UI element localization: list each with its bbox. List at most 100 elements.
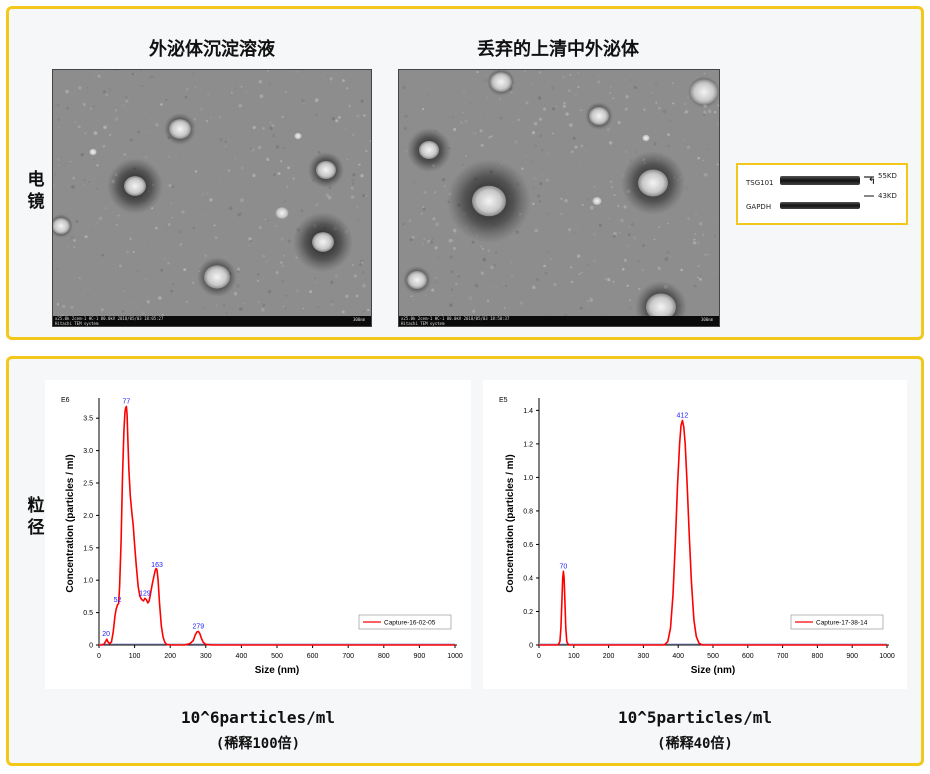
peak-label: 52 [114, 597, 122, 604]
x-tick-label: 200 [603, 653, 615, 660]
x-tick-label: 1000 [447, 653, 463, 660]
x-tick-label: 700 [777, 653, 789, 660]
y-tick-label: 1.2 [523, 441, 533, 448]
tem-vesicle [638, 169, 668, 197]
wb-marker-55-label: 55KD [878, 172, 897, 180]
legend-box [790, 614, 884, 630]
y-tick-label: 3.0 [83, 448, 93, 455]
peak-label: 77 [123, 399, 131, 406]
x-tick-label: 100 [129, 653, 141, 660]
nta-chart-right-box: 0 100 200 300 400 500 600 700 800 900 1000 0 0.2 0.4 0… [483, 380, 907, 689]
peak-label: 163 [151, 562, 163, 569]
x-tick-label: 600 [307, 653, 319, 660]
x-tick-label: 100 [568, 653, 580, 660]
tem-vesicle [472, 185, 506, 217]
right-image-title: 丢弃的上清中外泌体 [477, 39, 639, 60]
wb-label-tsg101: TSG101 [746, 179, 774, 187]
tem-vesicle [169, 119, 191, 139]
y-tick-label: 1.0 [83, 578, 93, 585]
left-dilution-caption: (稀释100倍) [215, 736, 301, 752]
x-tick-label: 500 [271, 653, 283, 660]
y-tick-label: 0 [89, 643, 93, 650]
tem-vesicle [89, 148, 97, 156]
tem-footer-text: x25.0k 2cem-1 HC-1 80.0kV 2018/05/03 18:… [401, 316, 510, 321]
tem-vesicle [589, 107, 609, 125]
peak-label: 279 [192, 623, 204, 630]
y-tick-label: 3.5 [83, 416, 93, 423]
tem-vesicle [407, 271, 427, 289]
tem-vesicle [294, 132, 302, 140]
size-section-label: 粒径 [27, 496, 45, 538]
particle-size-panel: 粒径 0 100 200 300 400 500 600 700 800 900 1000 0 0.5 1… [6, 356, 924, 766]
y-tick-label: 0.5 [83, 610, 93, 617]
peak-label: 20 [102, 631, 110, 638]
y-axis-label: Concentration (particles / ml) [65, 454, 76, 592]
tem-vesicle [124, 176, 146, 196]
peak-label: 70 [559, 563, 567, 570]
x-tick-label: 200 [164, 653, 176, 660]
y-tick-label: 1.5 [83, 545, 93, 552]
electron-microscopy-panel: 电镜 外泌体沉淀溶液 丢弃的上清中外泌体 x25.0k 2cem-1 HC-1 … [6, 6, 924, 340]
legend-box [358, 614, 452, 630]
em-section-label: 电镜 [27, 170, 45, 212]
tem-scale-label: 300nm [352, 317, 365, 322]
x-tick-label: 300 [200, 653, 212, 660]
x-tick-label: 700 [342, 653, 354, 660]
x-tick-label: 400 [236, 653, 248, 660]
x-tick-label: 400 [672, 653, 684, 660]
wb-band-gapdh [780, 202, 860, 209]
tem-scale-label: 300nm [700, 317, 713, 322]
tem-vesicle [646, 293, 676, 321]
peak-label: 129 [139, 590, 151, 597]
y-tick-label: 0 [529, 643, 533, 650]
left-concentration-caption: 10^6particles/ml [180, 708, 336, 727]
tem-vesicle [316, 161, 336, 179]
y-tick-label: 0.4 [523, 575, 533, 582]
wb-band-tsg101 [780, 176, 860, 185]
wb-marker-43 [864, 195, 874, 197]
tem-vesicle [690, 79, 718, 105]
tem-footer: x25.0k 2cem-1 HC-1 80.0kV 2018/05/03 18:… [53, 316, 371, 326]
legend-entry: Capture-17-38-14 [816, 620, 868, 627]
y-tick-label: 2.5 [83, 481, 93, 488]
tem-footer-text: x25.0k 2cem-1 HC-1 80.0kV 2018/05/03 18:… [55, 316, 164, 321]
x-tick-label: 800 [378, 653, 390, 660]
y-tick-label: 0.2 [523, 609, 533, 616]
y-tick-label: 0.8 [523, 508, 533, 515]
tem-footer-text-2: Hitachi TEM system [401, 321, 445, 326]
nta-chart-left-box: 0 100 200 300 400 500 600 700 800 900 1000 0 0.5 1.0 1… [45, 380, 471, 689]
tem-vesicle [592, 196, 602, 206]
right-concentration-caption: 10^5particles/ml [617, 708, 773, 727]
concentration-curve [99, 405, 455, 646]
x-tick-label: 900 [846, 653, 858, 660]
x-tick-label: 600 [742, 653, 754, 660]
wb-marker-43-label: 43KD [878, 192, 897, 200]
exponent-label: E6 [61, 397, 70, 404]
tem-vesicle [53, 217, 70, 235]
x-axis-label: Size (nm) [691, 665, 735, 676]
x-axis-label: Size (nm) [255, 665, 299, 676]
x-tick-label: 300 [638, 653, 650, 660]
x-tick-label: 900 [414, 653, 426, 660]
wb-marker-55 [864, 176, 874, 178]
tem-image-exosome-pellet: x25.0k 2cem-1 HC-1 80.0kV 2018/05/03 18:… [52, 69, 372, 327]
y-tick-label: 2.0 [83, 513, 93, 520]
western-blot-inset: TSG101 GAPDH ↰ 55KD 43KD [736, 163, 908, 225]
tem-vesicle [490, 72, 512, 92]
concentration-curve [539, 419, 887, 646]
legend-entry: Capture-16-02-05 [384, 620, 436, 627]
y-tick-label: 1.0 [523, 475, 533, 482]
wb-arrow-icon: ↰ [868, 177, 876, 187]
x-tick-label: 0 [97, 653, 101, 660]
x-tick-label: 500 [707, 653, 719, 660]
x-tick-label: 800 [812, 653, 824, 660]
tem-vesicle [275, 206, 289, 220]
tem-vesicle [204, 265, 230, 289]
right-dilution-caption: (稀释40倍) [657, 736, 733, 752]
y-axis-label: Concentration (particles / ml) [505, 454, 516, 592]
tem-footer: x25.0k 2cem-1 HC-1 80.0kV 2018/05/03 18:… [399, 316, 719, 326]
exponent-label: E5 [499, 397, 508, 404]
x-tick-label: 1000 [879, 653, 895, 660]
left-image-title: 外泌体沉淀溶液 [149, 39, 275, 60]
tem-vesicle [419, 141, 439, 159]
